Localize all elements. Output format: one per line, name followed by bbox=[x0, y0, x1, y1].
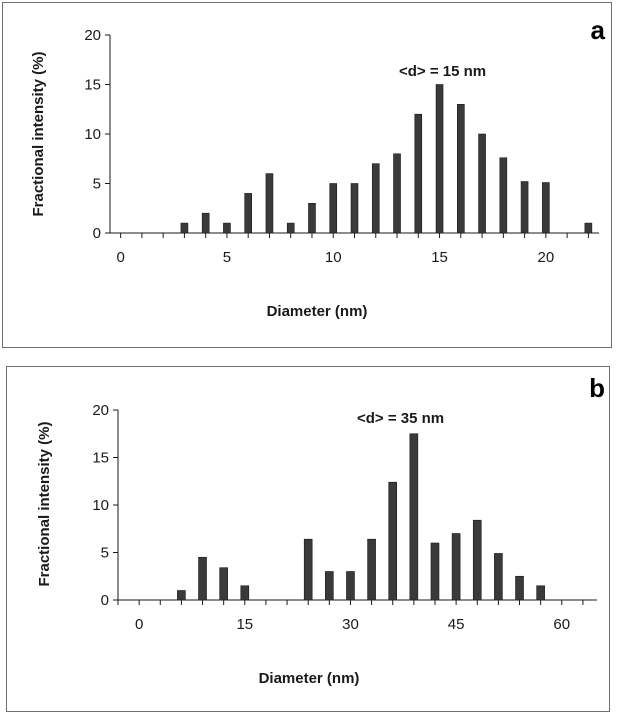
chart-b-bar bbox=[494, 553, 503, 601]
chart-b-bar bbox=[515, 575, 524, 601]
chart-a-tick-marks bbox=[105, 34, 589, 238]
chart-b-bar bbox=[536, 585, 545, 601]
chart-b-bar bbox=[346, 571, 355, 601]
chart-b-x-tick-labels: 0 15 30 45 60 bbox=[135, 616, 570, 633]
chart-b-bar bbox=[451, 533, 461, 601]
chart-a-bar bbox=[542, 182, 550, 234]
chart-a-svg: 0 5 10 15 20 0 5 10 15 20 Diameter (nm) … bbox=[30, 15, 606, 320]
chart-b-x-tick-label: 0 bbox=[135, 616, 143, 633]
chart-b-y-axis-title: Fractional intensity (%) bbox=[36, 421, 53, 586]
chart-a-bar bbox=[265, 173, 274, 234]
chart-a-bar bbox=[393, 153, 401, 234]
chart-a-panel-label: a bbox=[591, 15, 606, 45]
chart-b-bar bbox=[430, 542, 440, 601]
chart-b-y-tick-label: 0 bbox=[101, 592, 109, 609]
chart-a-y-axis-title: Fractional intensity (%) bbox=[30, 51, 47, 216]
chart-b-svg: 0 5 10 15 20 0 15 30 45 60 Diameter (nm)… bbox=[36, 373, 605, 687]
chart-panel-a: 0 5 10 15 20 0 5 10 15 20 Diameter (nm) … bbox=[2, 2, 612, 348]
chart-a-bar bbox=[371, 163, 380, 234]
chart-a-y-tick-label: 20 bbox=[84, 27, 101, 44]
chart-b-bar bbox=[219, 567, 228, 601]
chart-a-bars bbox=[180, 84, 593, 234]
chart-b-bar bbox=[367, 538, 376, 601]
chart-a-mean-diameter-annotation: <d> = 15 nm bbox=[399, 63, 486, 80]
chart-a-bar bbox=[350, 183, 359, 234]
chart-b-x-axis-title: Diameter (nm) bbox=[259, 670, 360, 687]
chart-b-y-tick-label: 20 bbox=[92, 402, 109, 419]
chart-b-x-tick-label: 15 bbox=[236, 616, 253, 633]
chart-b-y-tick-label: 10 bbox=[92, 497, 109, 514]
chart-b-x-tick-label: 45 bbox=[448, 616, 465, 633]
chart-a-x-axis-title: Diameter (nm) bbox=[267, 303, 368, 320]
chart-b-x-tick-label: 30 bbox=[342, 616, 359, 633]
chart-a-x-tick-label: 0 bbox=[116, 249, 124, 266]
chart-b-bar bbox=[472, 519, 482, 601]
chart-b-bar bbox=[388, 481, 398, 601]
chart-b-bars bbox=[177, 433, 545, 601]
chart-b-tick-marks bbox=[113, 409, 584, 605]
chart-b-panel-label: b bbox=[589, 373, 605, 403]
chart-a-bar bbox=[499, 157, 508, 234]
chart-a-bar bbox=[520, 181, 529, 234]
chart-a-y-tick-label: 5 bbox=[93, 176, 101, 193]
chart-b-bar bbox=[240, 585, 250, 601]
chart-b-bar bbox=[325, 571, 334, 601]
chart-a-bar bbox=[457, 104, 465, 234]
chart-b-y-tick-labels: 0 5 10 15 20 bbox=[92, 402, 109, 609]
chart-a-x-tick-label: 20 bbox=[538, 249, 555, 266]
chart-a-bar bbox=[478, 133, 486, 234]
chart-a-bar bbox=[201, 212, 210, 234]
chart-a-bar bbox=[329, 183, 338, 234]
chart-a-y-tick-label: 0 bbox=[93, 225, 101, 242]
chart-a-bar bbox=[180, 222, 189, 234]
chart-b-bar bbox=[409, 433, 419, 601]
chart-a-bar bbox=[244, 193, 252, 234]
chart-panel-b: 0 5 10 15 20 0 15 30 45 60 Diameter (nm)… bbox=[6, 366, 610, 712]
chart-a-y-tick-labels: 0 5 10 15 20 bbox=[84, 27, 101, 242]
chart-b-bar bbox=[198, 556, 207, 601]
chart-a-x-tick-label: 15 bbox=[431, 249, 448, 266]
chart-b-x-tick-label: 60 bbox=[553, 616, 570, 633]
chart-a-x-tick-label: 10 bbox=[325, 249, 342, 266]
chart-b-y-tick-label: 15 bbox=[92, 450, 109, 467]
chart-a-x-tick-labels: 0 5 10 15 20 bbox=[116, 249, 554, 266]
chart-a-bar bbox=[414, 113, 423, 234]
chart-a-bar bbox=[223, 222, 231, 234]
chart-b-bar bbox=[177, 590, 186, 601]
chart-a-bar bbox=[435, 84, 444, 234]
chart-a-x-tick-label: 5 bbox=[223, 249, 231, 266]
chart-b-y-tick-label: 5 bbox=[101, 545, 109, 562]
chart-a-bar bbox=[308, 203, 316, 234]
chart-b-mean-diameter-annotation: <d> = 35 nm bbox=[357, 410, 444, 427]
chart-b-bar bbox=[303, 538, 313, 601]
chart-a-bar bbox=[584, 222, 593, 234]
chart-a-bar bbox=[286, 222, 295, 234]
chart-a-y-tick-label: 10 bbox=[84, 126, 101, 143]
chart-a-y-tick-label: 15 bbox=[84, 77, 101, 94]
